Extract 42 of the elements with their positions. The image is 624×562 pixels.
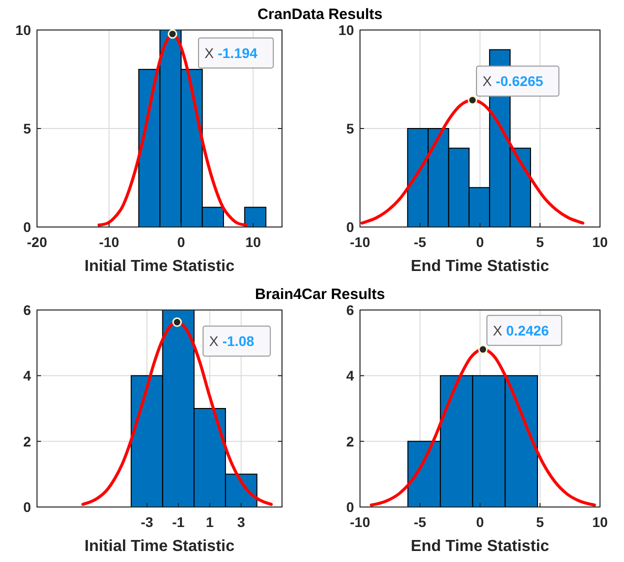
- y-tick-label: 5: [23, 120, 32, 136]
- x-tick-label: -10: [98, 234, 120, 250]
- y-tick-label: 4: [346, 368, 354, 384]
- x-tick-label: -20: [26, 234, 48, 250]
- x-tick-label: 5: [536, 234, 544, 250]
- annotation: X 0.2426: [492, 322, 550, 338]
- y-tick-label: 0: [23, 499, 32, 515]
- x-tick-label: 0: [177, 234, 186, 250]
- x-axis-title: End Time Statistic: [410, 538, 550, 555]
- y-tick-label: 0: [23, 219, 32, 235]
- x-tick-label: -10: [350, 234, 370, 250]
- x-tick-label: 10: [245, 234, 262, 250]
- x-axis-title: Initial Time Statistic: [84, 258, 235, 275]
- x-tick-label: -1: [172, 514, 185, 530]
- x-tick-label: -5: [414, 234, 426, 250]
- x-tick-label: 5: [536, 514, 544, 530]
- x-tick-label: 10: [592, 234, 608, 250]
- y-tick-label: 4: [23, 368, 32, 384]
- y-tick-label: 6: [346, 302, 354, 318]
- x-tick-label: 1: [206, 514, 214, 530]
- x-tick-label: 10: [592, 514, 608, 530]
- annotation: X -0.6265: [482, 73, 544, 90]
- y-tick-label: 10: [15, 22, 32, 38]
- y-tick-label: 0: [346, 219, 354, 235]
- annotation: X -1.194: [204, 44, 258, 61]
- annotation: X -1.08: [209, 333, 254, 350]
- x-tick-label: 3: [237, 514, 246, 530]
- x-tick-label: -5: [414, 514, 426, 530]
- y-tick-label: 6: [23, 302, 32, 318]
- text: Brain4Car Results: [254, 286, 386, 303]
- x-axis-title: End Time Statistic: [410, 258, 550, 275]
- x-tick-label: -10: [350, 514, 370, 530]
- y-tick-label: 2: [346, 433, 354, 450]
- x-tick-label: 0: [476, 514, 484, 530]
- text: CranData Results: [257, 6, 383, 23]
- y-tick-label: 0: [346, 499, 354, 515]
- x-tick-label: 0: [476, 234, 484, 250]
- y-tick-label: 10: [338, 22, 354, 38]
- x-tick-label: -3: [140, 514, 154, 530]
- y-tick-label: 2: [23, 433, 32, 450]
- y-tick-label: 5: [346, 120, 354, 136]
- x-axis-title: Initial Time Statistic: [84, 538, 235, 555]
